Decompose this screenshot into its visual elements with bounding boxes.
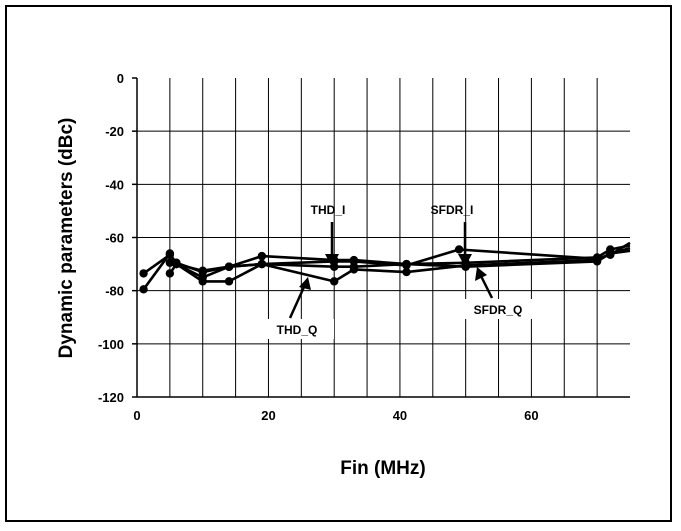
- annotation-sfdr-i: SFDR_I: [431, 203, 474, 217]
- arrow-sfdr-q-head: [475, 267, 487, 281]
- data-point-sfdr-i: [349, 255, 359, 265]
- data-point-sfdr-i: [165, 258, 175, 267]
- series-points: [139, 245, 615, 294]
- data-point-thd-q: [224, 277, 234, 286]
- arrow-thd-q-head: [299, 277, 311, 290]
- arrow-sfdr-i-head: [458, 254, 472, 267]
- data-point-sfdr-q: [349, 262, 359, 271]
- data-point-sfdr-q: [592, 257, 602, 266]
- y-tick-label: 0: [117, 71, 124, 86]
- data-point-sfdr-q: [172, 259, 181, 269]
- x-tick-label: 40: [393, 408, 407, 423]
- annotations: THD_I THD_Q SFDR_I SFDR_Q: [262, 203, 536, 339]
- figure-frame: [5, 5, 672, 522]
- data-point-sfdr-q: [224, 262, 234, 271]
- data-point-sfdr-q: [198, 273, 207, 282]
- grid: [132, 77, 630, 398]
- y-axis-title: Dynamic parameters (dBc): [56, 118, 77, 359]
- x-tick-label: 60: [524, 408, 538, 423]
- y-tick-label: -60: [105, 231, 124, 246]
- annotation-thd-q: THD_Q: [277, 323, 318, 337]
- annotation-thd-q-bg: [262, 319, 334, 339]
- y-tick-label: -20: [105, 124, 124, 139]
- y-tick-label: -80: [105, 284, 124, 299]
- x-axis-title: Fin (MHz): [340, 458, 425, 479]
- y-tick-label: -40: [105, 177, 124, 192]
- data-point-thd-q: [402, 267, 411, 277]
- arrow-thd-i-head: [325, 254, 339, 267]
- data-point-thd-q: [165, 249, 175, 258]
- annotation-sfdr-q-bg: [460, 299, 536, 319]
- series-lines: [142, 241, 631, 291]
- data-point-thd-q: [139, 285, 148, 294]
- data-point-sfdr-q: [402, 259, 411, 269]
- data-point-thd-q: [330, 277, 339, 286]
- data-point-thd-i: [454, 245, 464, 254]
- annotation-sfdr-q: SFDR_Q: [474, 303, 523, 317]
- y-tick-label: -120: [98, 390, 124, 405]
- annotation-thd-i: THD_I: [311, 203, 346, 217]
- data-point-sfdr-q: [461, 262, 470, 271]
- x-tick-label: 0: [133, 408, 140, 423]
- arrow-sfdr-q-shaft: [479, 275, 494, 299]
- data-point-thd-i: [139, 269, 148, 278]
- arrow-thd-q-shaft: [288, 286, 306, 319]
- data-point-sfdr-i: [198, 266, 207, 275]
- data-point-sfdr-q: [165, 269, 175, 278]
- x-tick-label: 20: [261, 408, 275, 423]
- data-point-sfdr-i: [257, 251, 267, 261]
- data-point-sfdr-q: [606, 249, 615, 258]
- y-tick-label: -100: [98, 337, 124, 352]
- tick-labels: 0 20 40 60 0 -20 -40 -60 -80 -100 -120: [98, 71, 539, 423]
- data-point-sfdr-q: [257, 259, 267, 269]
